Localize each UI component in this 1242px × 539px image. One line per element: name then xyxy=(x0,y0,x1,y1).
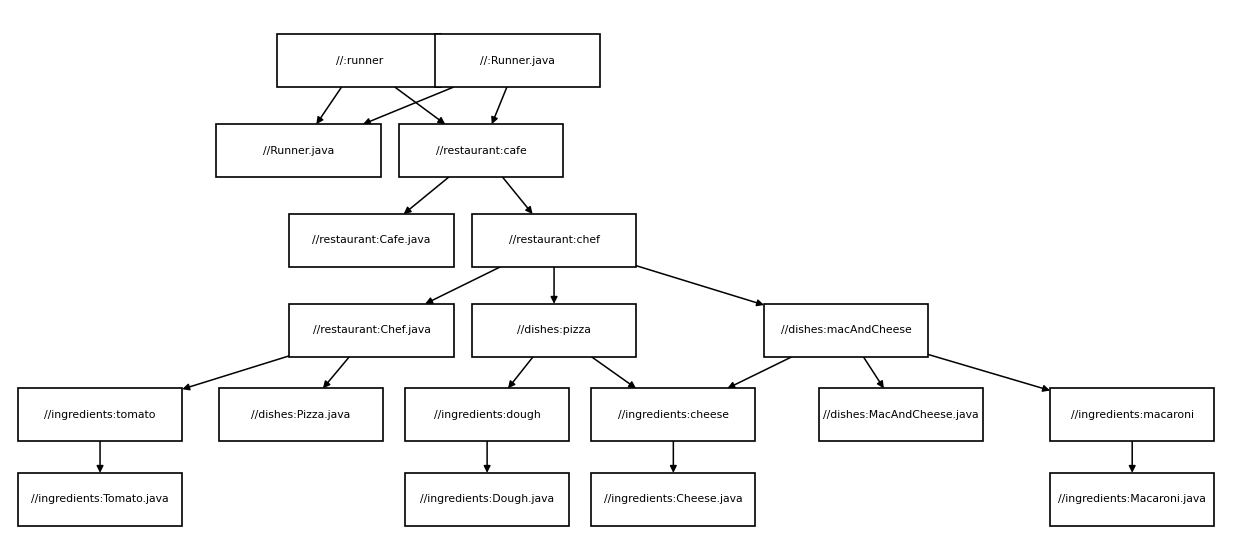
Text: //ingredients:Cheese.java: //ingredients:Cheese.java xyxy=(604,494,743,505)
FancyBboxPatch shape xyxy=(17,388,183,441)
Text: //ingredients:macaroni: //ingredients:macaroni xyxy=(1071,410,1194,420)
Text: //ingredients:Macaroni.java: //ingredients:Macaroni.java xyxy=(1058,494,1206,505)
FancyBboxPatch shape xyxy=(399,125,563,177)
FancyBboxPatch shape xyxy=(216,125,380,177)
FancyBboxPatch shape xyxy=(17,473,183,526)
FancyBboxPatch shape xyxy=(277,34,441,87)
Text: //dishes:MacAndCheese.java: //dishes:MacAndCheese.java xyxy=(823,410,979,420)
Text: //restaurant:cafe: //restaurant:cafe xyxy=(436,146,527,156)
FancyBboxPatch shape xyxy=(818,388,984,441)
Text: //:runner: //:runner xyxy=(335,56,383,66)
FancyBboxPatch shape xyxy=(289,304,453,357)
FancyBboxPatch shape xyxy=(405,388,569,441)
Text: //dishes:pizza: //dishes:pizza xyxy=(517,325,591,335)
Text: //Runner.java: //Runner.java xyxy=(263,146,334,156)
FancyBboxPatch shape xyxy=(472,214,636,267)
Text: //restaurant:chef: //restaurant:chef xyxy=(508,236,600,245)
Text: //:Runner.java: //:Runner.java xyxy=(481,56,555,66)
Text: //ingredients:Dough.java: //ingredients:Dough.java xyxy=(420,494,554,505)
Text: //dishes:macAndCheese: //dishes:macAndCheese xyxy=(781,325,912,335)
FancyBboxPatch shape xyxy=(472,304,636,357)
FancyBboxPatch shape xyxy=(436,34,600,87)
FancyBboxPatch shape xyxy=(289,214,453,267)
Text: //restaurant:Cafe.java: //restaurant:Cafe.java xyxy=(312,236,431,245)
Text: //restaurant:Chef.java: //restaurant:Chef.java xyxy=(313,325,431,335)
Text: //ingredients:Tomato.java: //ingredients:Tomato.java xyxy=(31,494,169,505)
FancyBboxPatch shape xyxy=(405,473,569,526)
FancyBboxPatch shape xyxy=(219,388,383,441)
FancyBboxPatch shape xyxy=(764,304,928,357)
FancyBboxPatch shape xyxy=(591,473,755,526)
Text: //dishes:Pizza.java: //dishes:Pizza.java xyxy=(251,410,350,420)
Text: //ingredients:dough: //ingredients:dough xyxy=(433,410,540,420)
FancyBboxPatch shape xyxy=(1049,388,1215,441)
FancyBboxPatch shape xyxy=(591,388,755,441)
FancyBboxPatch shape xyxy=(1049,473,1215,526)
Text: //ingredients:cheese: //ingredients:cheese xyxy=(617,410,729,420)
Text: //ingredients:tomato: //ingredients:tomato xyxy=(45,410,155,420)
